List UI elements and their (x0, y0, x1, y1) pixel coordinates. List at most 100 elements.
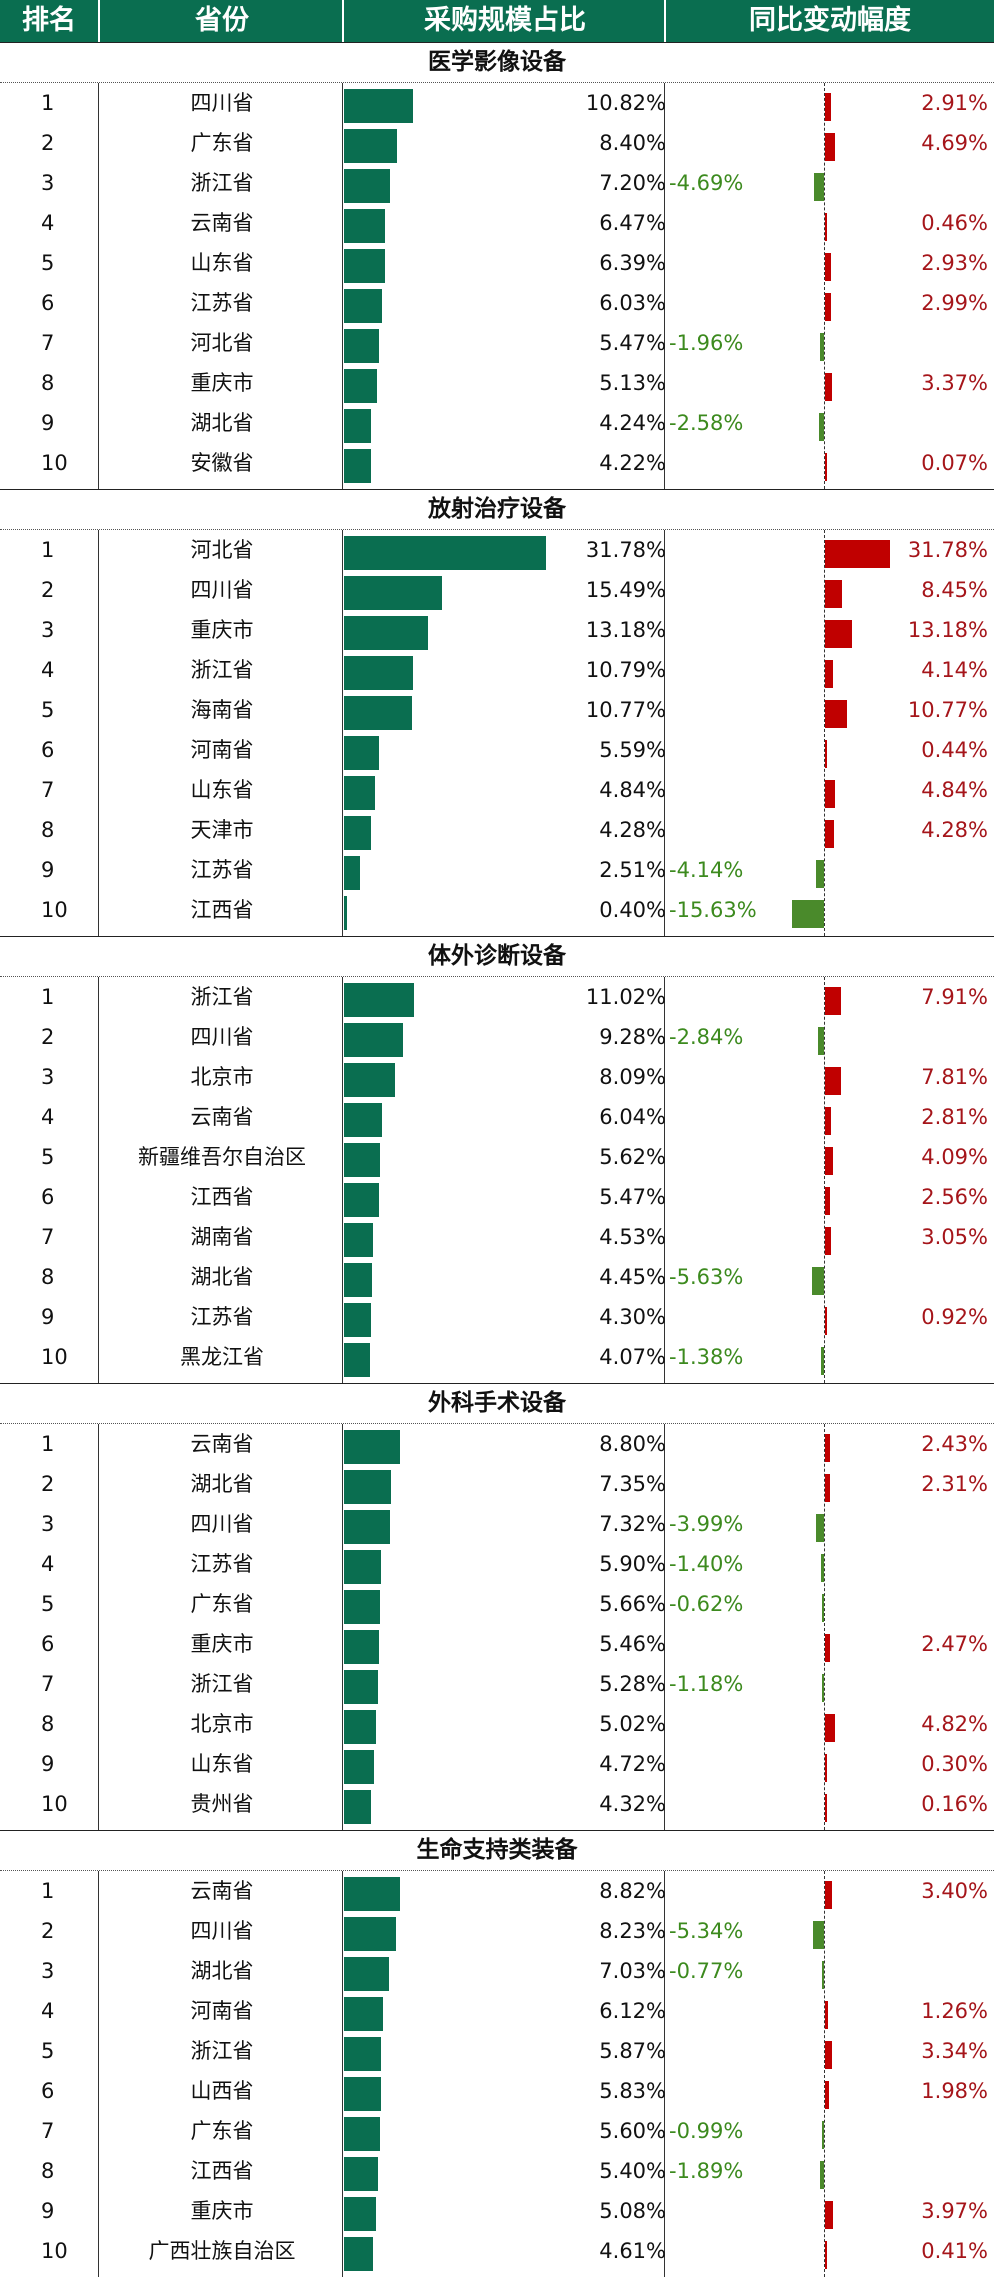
rank-cell: 6 (41, 2079, 55, 2103)
share-value: 6.39% (599, 251, 666, 275)
yoy-zero-axis (824, 1871, 825, 2277)
table-row: 10 黑龙江省 4.07% -1.38% (0, 1337, 994, 1377)
column-divider (98, 530, 99, 936)
province-cell: 湖北省 (190, 1959, 254, 1983)
yoy-positive-bar (825, 660, 834, 688)
share-bar (344, 2237, 374, 2271)
yoy-positive-value: 0.16% (921, 1792, 988, 1816)
yoy-positive-bar (825, 780, 835, 808)
table-section: 体外诊断设备 1 浙江省 11.02% 7.91% 2 四川省 9.28% -2.84% 3 北京市… (0, 936, 994, 1383)
section-top-border (0, 936, 994, 938)
rank-cell: 3 (41, 1512, 55, 1536)
rank-cell: 7 (41, 1672, 55, 1696)
province-cell: 云南省 (190, 211, 254, 235)
share-bar (344, 856, 360, 890)
yoy-positive-value: 7.81% (921, 1065, 988, 1089)
column-divider (342, 977, 343, 1383)
rank-cell: 2 (41, 578, 55, 602)
table-header: 排名 省份 采购规模占比 同比变动幅度 (0, 0, 994, 42)
yoy-negative-value: -15.63% (669, 898, 757, 922)
share-value: 0.40% (599, 898, 666, 922)
share-value: 5.83% (599, 2079, 666, 2103)
column-divider (342, 83, 343, 489)
share-bar (344, 816, 372, 850)
yoy-positive-value: 4.14% (921, 658, 988, 682)
yoy-positive-bar (825, 540, 891, 568)
yoy-positive-value: 2.47% (921, 1632, 988, 1656)
table-section: 放射治疗设备 1 河北省 31.78% 31.78% 2 四川省 15.49% 8.45% 3 重庆… (0, 489, 994, 936)
yoy-zero-axis (824, 977, 825, 1383)
share-bar (344, 776, 375, 810)
table-row: 3 重庆市 13.18% 13.18% (0, 610, 994, 650)
yoy-negative-bar (812, 1267, 824, 1295)
share-value: 15.49% (585, 578, 666, 602)
rank-cell: 1 (41, 1432, 55, 1456)
yoy-positive-value: 2.93% (921, 251, 988, 275)
section-title: 外科手术设备 (428, 1390, 566, 1416)
yoy-positive-value: 0.44% (921, 738, 988, 762)
yoy-positive-value: 1.26% (921, 1999, 988, 2023)
share-bar (344, 1263, 373, 1297)
yoy-positive-bar (825, 740, 827, 768)
yoy-negative-bar (819, 333, 824, 361)
share-bar (344, 1023, 403, 1057)
share-value: 9.28% (599, 1025, 666, 1049)
yoy-positive-bar (825, 1634, 831, 1662)
rank-cell: 4 (41, 1105, 55, 1129)
yoy-positive-bar (825, 820, 834, 848)
rank-cell: 4 (41, 1552, 55, 1576)
yoy-positive-value: 3.05% (921, 1225, 988, 1249)
table-row: 9 江苏省 2.51% -4.14% (0, 850, 994, 890)
yoy-negative-value: -5.34% (669, 1919, 744, 1943)
province-cell: 河北省 (190, 538, 254, 562)
share-value: 7.32% (599, 1512, 666, 1536)
yoy-positive-value: 3.37% (921, 371, 988, 395)
section-title-divider (0, 82, 994, 83)
rank-cell: 8 (41, 818, 55, 842)
rank-cell: 5 (41, 1592, 55, 1616)
province-cell: 云南省 (190, 1432, 254, 1456)
share-value: 5.60% (599, 2119, 666, 2143)
share-value: 7.20% (599, 171, 666, 195)
yoy-positive-bar (825, 373, 832, 401)
section-title: 体外诊断设备 (428, 943, 566, 969)
column-divider (342, 1424, 343, 1830)
share-bar (344, 696, 413, 730)
table-row: 2 广东省 8.40% 4.69% (0, 123, 994, 163)
table-row: 8 江西省 5.40% -1.89% (0, 2151, 994, 2191)
yoy-negative-bar (791, 900, 824, 928)
share-bar (344, 1303, 372, 1337)
yoy-negative-bar (820, 2161, 824, 2189)
share-bar (344, 1957, 389, 1991)
section-title-divider (0, 976, 994, 977)
yoy-positive-value: 1.98% (921, 2079, 988, 2103)
share-value: 10.82% (585, 91, 666, 115)
rank-cell: 10 (41, 2239, 68, 2263)
share-bar (344, 1430, 400, 1464)
yoy-positive-value: 4.09% (921, 1145, 988, 1169)
province-cell: 江苏省 (190, 1552, 254, 1576)
share-bar (344, 289, 383, 323)
province-cell: 广西壮族自治区 (148, 2239, 296, 2263)
share-value: 4.07% (599, 1345, 666, 1369)
table-row: 5 浙江省 5.87% 3.34% (0, 2031, 994, 2071)
table-row: 7 浙江省 5.28% -1.18% (0, 1664, 994, 1704)
yoy-positive-bar (825, 133, 835, 161)
column-divider (98, 1424, 99, 1830)
share-value: 5.08% (599, 2199, 666, 2223)
rank-cell: 6 (41, 1632, 55, 1656)
rank-cell: 3 (41, 171, 55, 195)
share-bar (344, 1877, 400, 1911)
yoy-positive-bar (825, 1107, 831, 1135)
yoy-negative-value: -2.58% (669, 411, 744, 435)
share-bar (344, 1510, 391, 1544)
table-row: 6 重庆市 5.46% 2.47% (0, 1624, 994, 1664)
table-row: 9 山东省 4.72% 0.30% (0, 1744, 994, 1784)
yoy-negative-bar (821, 1554, 824, 1582)
rank-cell: 2 (41, 1472, 55, 1496)
table-row: 9 江苏省 4.30% 0.92% (0, 1297, 994, 1337)
province-cell: 黑龙江省 (180, 1345, 264, 1369)
rank-cell: 7 (41, 331, 55, 355)
share-bar (344, 1343, 370, 1377)
section-top-border (0, 1830, 994, 1832)
